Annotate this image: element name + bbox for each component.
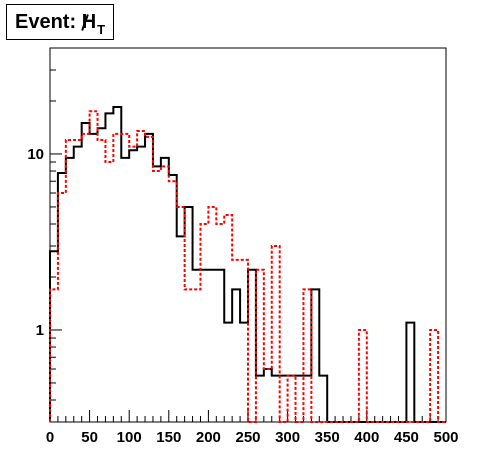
y-tick-label: 1 [36, 322, 44, 339]
x-tick-label: 200 [196, 429, 221, 446]
y-tick-label: 10 [27, 146, 44, 163]
title-subscript: T [97, 21, 106, 37]
x-tick-label: 300 [275, 429, 300, 446]
x-tick-label: 400 [354, 429, 379, 446]
x-tick-label: 350 [315, 429, 340, 446]
x-tick-label: 250 [235, 429, 260, 446]
x-tick-label: 100 [117, 429, 142, 446]
x-tick-label: 150 [156, 429, 181, 446]
axis-ticks: 0 50 100 150 200 250 300 350 400 450 500 1 10 [27, 47, 459, 446]
series-group [49, 105, 446, 423]
x-tick-label: 0 [46, 429, 54, 446]
series-dashed-line [49, 110, 446, 423]
title-prefix: Event: [15, 10, 77, 33]
title-symbol: H [81, 10, 97, 33]
plot-frame [49, 47, 447, 423]
x-tick-label: 500 [433, 429, 458, 446]
x-tick-label: 50 [81, 429, 98, 446]
x-tick-label: 450 [394, 429, 419, 446]
series-solid-line [49, 105, 446, 423]
